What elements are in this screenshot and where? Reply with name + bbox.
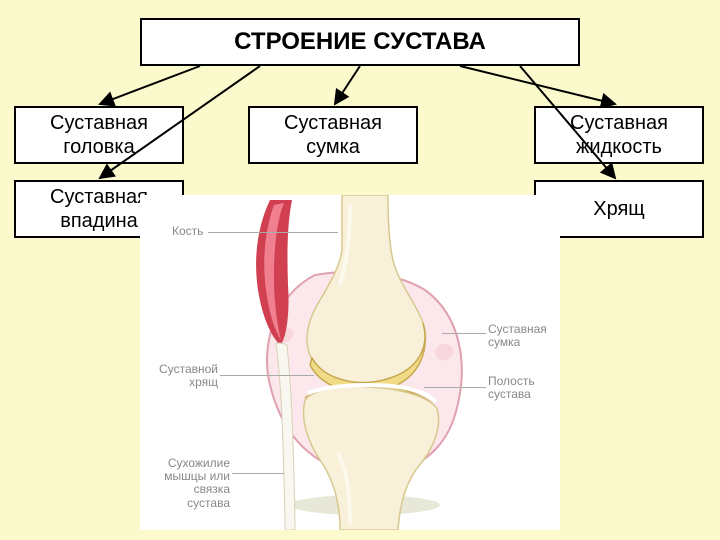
leader-line	[208, 232, 338, 233]
leader-line	[442, 333, 486, 334]
joint-diagram: Кость Суставнойхрящ Сухожилиемышцы илисв…	[140, 195, 560, 530]
leader-line	[220, 375, 314, 376]
component-box-capsule: Суставнаясумка	[248, 106, 418, 164]
component-label: Суставнаяжидкость	[570, 111, 668, 159]
component-label: Суставнаясумка	[284, 111, 382, 159]
leader-line	[232, 473, 284, 474]
anatomy-label-cartilage: Суставнойхрящ	[158, 363, 218, 389]
anatomy-label-cavity: Полостьсустава	[488, 375, 535, 401]
component-label: Суставнаявпадина	[50, 185, 148, 233]
title-box: СТРОЕНИЕ СУСТАВА	[140, 18, 580, 66]
anatomy-label-capsule: Суставнаясумка	[488, 323, 547, 349]
component-label: Суставнаяголовка	[50, 111, 148, 159]
leader-line	[424, 387, 486, 388]
anatomy-label-tendon: Сухожилиемышцы илисвязка сустава	[158, 457, 230, 510]
component-box-fluid: Суставнаяжидкость	[534, 106, 704, 164]
title-text: СТРОЕНИЕ СУСТАВА	[234, 28, 486, 57]
component-box-head: Суставнаяголовка	[14, 106, 184, 164]
anatomy-label-bone: Кость	[172, 225, 203, 238]
component-label: Хрящ	[593, 197, 645, 221]
